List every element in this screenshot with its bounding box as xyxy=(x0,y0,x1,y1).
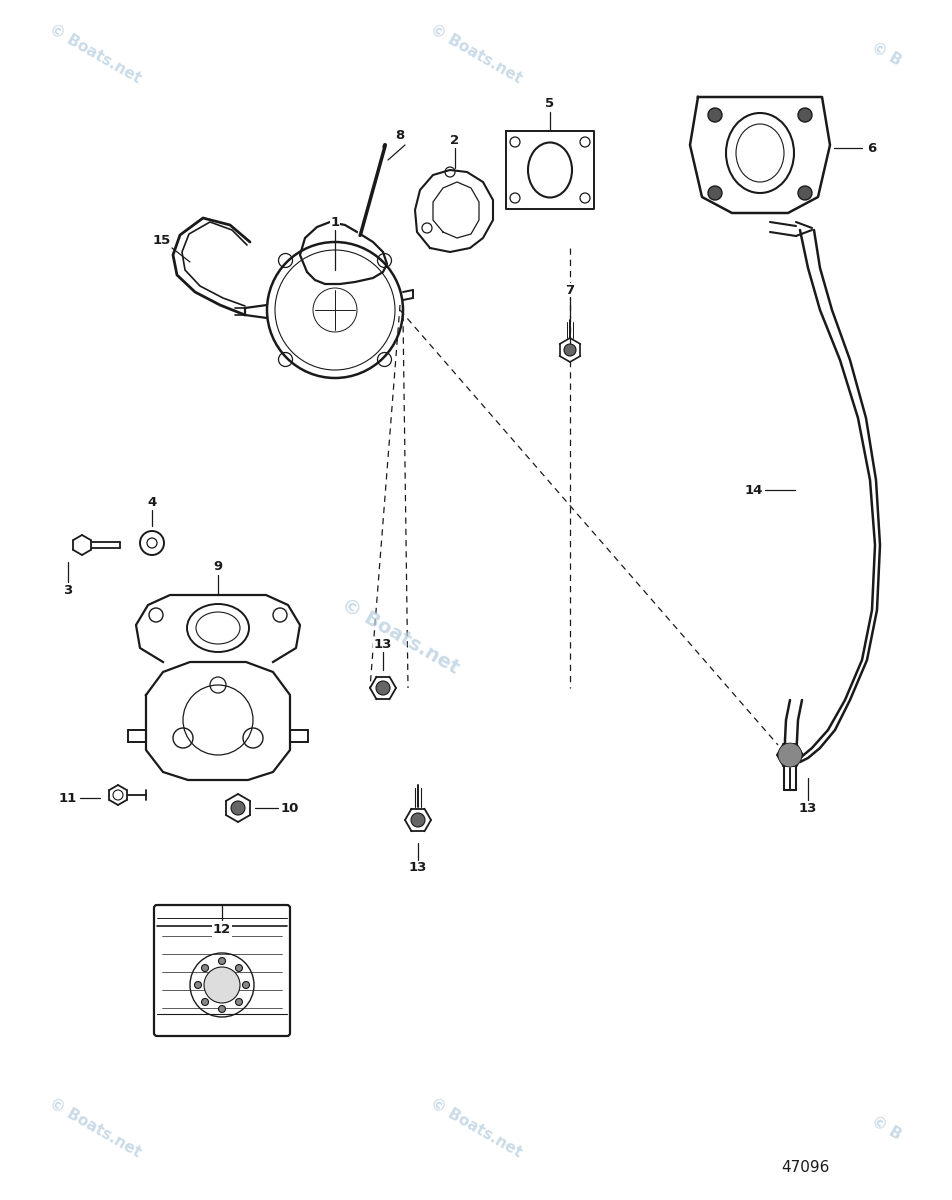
Text: 12: 12 xyxy=(212,924,231,936)
Circle shape xyxy=(376,680,389,695)
Circle shape xyxy=(201,965,208,972)
Text: 4: 4 xyxy=(148,496,156,509)
Text: 8: 8 xyxy=(395,128,405,142)
Text: 3: 3 xyxy=(64,583,72,596)
Text: © B: © B xyxy=(867,1114,903,1142)
FancyBboxPatch shape xyxy=(154,905,289,1036)
Text: 6: 6 xyxy=(866,142,876,155)
Text: 14: 14 xyxy=(744,484,763,497)
Text: 1: 1 xyxy=(330,216,339,228)
Text: © B: © B xyxy=(867,40,903,68)
Text: © Boats.net: © Boats.net xyxy=(47,22,144,86)
Circle shape xyxy=(777,743,802,767)
Text: 13: 13 xyxy=(798,802,816,815)
Text: 47096: 47096 xyxy=(781,1160,829,1176)
Text: © Boats.net: © Boats.net xyxy=(338,595,462,677)
Circle shape xyxy=(194,982,201,989)
Circle shape xyxy=(235,965,242,972)
Circle shape xyxy=(797,186,811,200)
Text: 10: 10 xyxy=(281,802,299,815)
Text: 7: 7 xyxy=(565,283,574,296)
Text: 15: 15 xyxy=(152,234,171,246)
Text: 2: 2 xyxy=(450,133,459,146)
Circle shape xyxy=(564,344,575,356)
Circle shape xyxy=(230,802,245,815)
Circle shape xyxy=(204,967,240,1003)
Circle shape xyxy=(201,998,208,1006)
Text: 11: 11 xyxy=(59,792,77,804)
Text: 13: 13 xyxy=(408,862,426,875)
Text: 13: 13 xyxy=(373,637,392,650)
Text: © Boats.net: © Boats.net xyxy=(427,22,525,86)
Circle shape xyxy=(235,998,242,1006)
Text: © Boats.net: © Boats.net xyxy=(427,1096,525,1160)
Circle shape xyxy=(783,748,796,762)
Text: © Boats.net: © Boats.net xyxy=(47,1096,144,1160)
Circle shape xyxy=(242,982,249,989)
Text: 9: 9 xyxy=(213,560,223,574)
Text: 5: 5 xyxy=(545,96,554,109)
Circle shape xyxy=(797,108,811,122)
Circle shape xyxy=(410,814,425,827)
Circle shape xyxy=(218,958,226,965)
Circle shape xyxy=(707,186,722,200)
Circle shape xyxy=(218,1006,226,1013)
Circle shape xyxy=(707,108,722,122)
